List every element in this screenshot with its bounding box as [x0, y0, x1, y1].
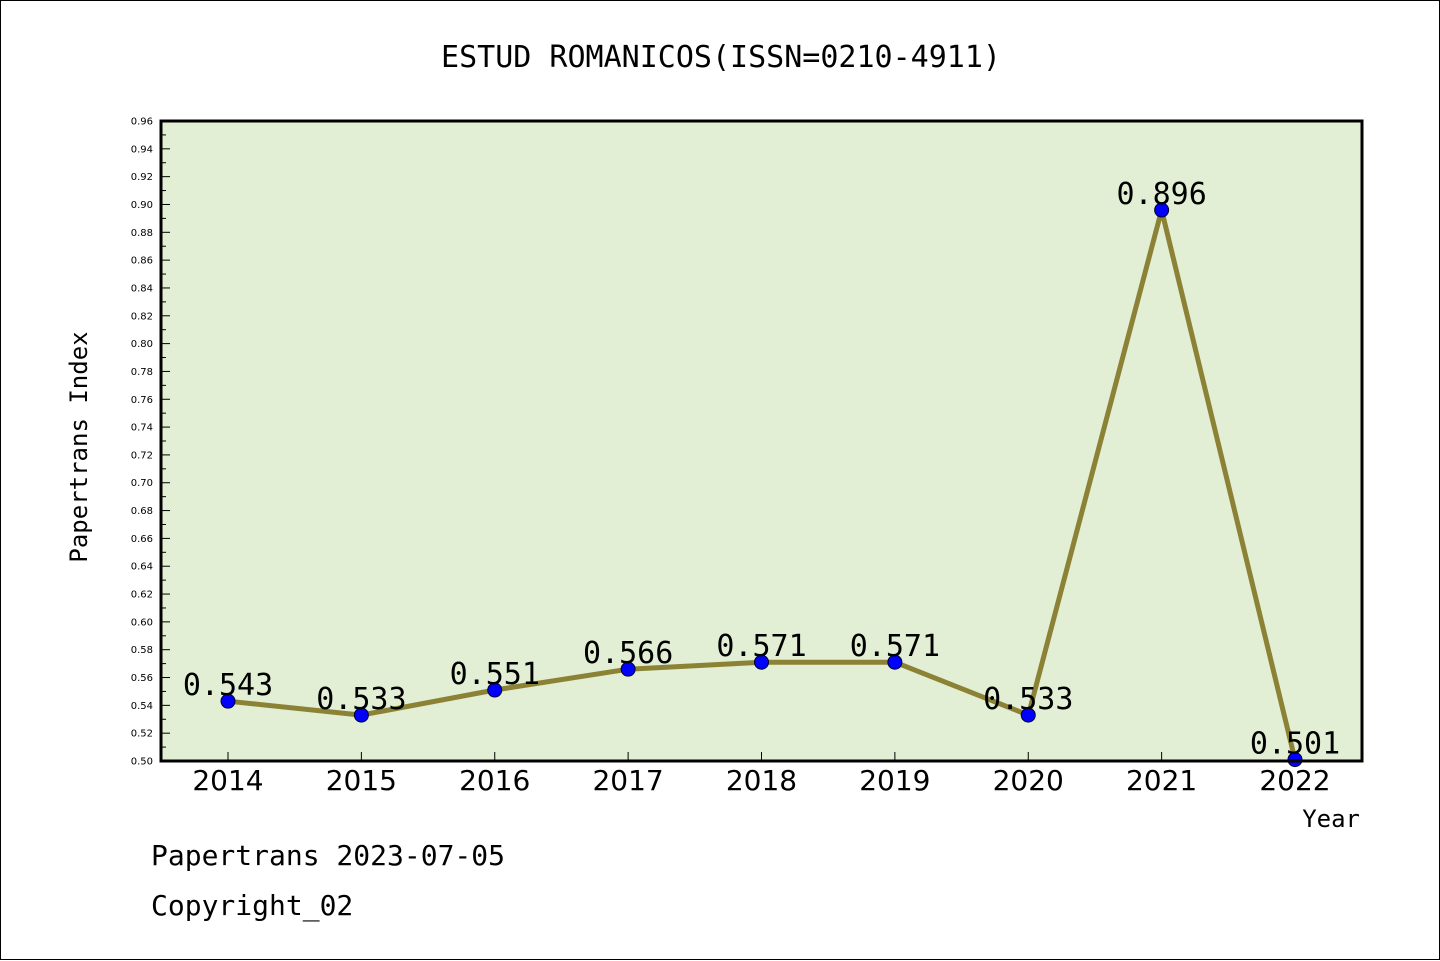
y-tick-label: 0.96	[131, 117, 153, 128]
data-point	[1020, 707, 1036, 723]
y-tick-label: 0.90	[131, 200, 153, 211]
y-tick-label: 0.72	[131, 450, 153, 461]
x-axis-ticks: 2014 2015 2016 2017 2018 2019 2020 2021 2022	[192, 752, 1331, 797]
y-tick-label: 0.56	[131, 673, 153, 684]
y-tick-label: 0.94	[131, 144, 153, 155]
y-tick-label: 0.52	[131, 729, 153, 740]
y-tick-label: 0.54	[131, 701, 153, 712]
x-tick-label: 2015	[326, 764, 397, 797]
data-label: 0.566	[583, 636, 673, 671]
y-tick-label: 0.92	[131, 172, 153, 183]
x-tick-label: 2019	[859, 764, 930, 797]
y-tick-label: 0.70	[131, 478, 153, 489]
x-tick-label: 2021	[1126, 764, 1197, 797]
data-point	[353, 707, 369, 723]
data-label: 0.571	[850, 629, 940, 664]
x-axis-label: Year	[1302, 805, 1360, 833]
x-tick-label: 2014	[192, 764, 263, 797]
data-label: 0.533	[316, 682, 406, 717]
y-tick-label: 0.50	[131, 757, 153, 768]
data-label: 0.571	[716, 629, 806, 664]
plot-area	[161, 121, 1362, 761]
y-tick-label: 0.78	[131, 367, 153, 378]
y-tick-label: 0.86	[131, 256, 153, 267]
data-point	[620, 661, 636, 677]
y-tick-label: 0.80	[131, 339, 153, 350]
data-label: 0.533	[983, 682, 1073, 717]
y-tick-label: 0.66	[131, 534, 153, 545]
x-tick-label: 2022	[1259, 764, 1330, 797]
y-tick-label: 0.62	[131, 590, 153, 601]
y-tick-label: 0.76	[131, 395, 153, 406]
chart-title: ESTUD ROMANICOS(ISSN=0210-4911)	[441, 40, 1001, 75]
x-tick-label: 2016	[459, 764, 530, 797]
y-tick-label: 0.60	[131, 617, 153, 628]
data-label: 0.896	[1116, 177, 1206, 212]
footer-date: Papertrans 2023-07-05	[151, 839, 505, 872]
data-point	[220, 693, 236, 709]
data-label: 0.501	[1250, 727, 1340, 762]
y-tick-label: 0.84	[131, 283, 153, 294]
plot-border	[159, 119, 1364, 763]
data-label: 0.543	[183, 668, 273, 703]
data-label: 0.551	[450, 657, 540, 692]
y-tick-label: 0.58	[131, 645, 153, 656]
x-tick-label: 2018	[726, 764, 797, 797]
footer-copyright: Copyright_02	[151, 889, 353, 923]
data-point	[1154, 202, 1170, 218]
y-tick-label: 0.88	[131, 228, 153, 239]
y-axis-label: Papertrans Index	[65, 331, 93, 562]
data-point	[887, 654, 903, 670]
y-tick-label: 0.64	[131, 562, 153, 573]
y-tick-label: 0.82	[131, 311, 153, 322]
data-point	[487, 682, 503, 698]
data-labels: 0.543 0.533 0.551 0.566 0.571 0.571 0.533 0.896…	[183, 177, 1340, 762]
x-tick-label: 2020	[993, 764, 1064, 797]
data-point	[754, 654, 769, 670]
x-tick-label: 2017	[592, 764, 663, 797]
y-tick-label: 0.68	[131, 506, 153, 517]
y-tick-label: 0.74	[131, 423, 153, 434]
